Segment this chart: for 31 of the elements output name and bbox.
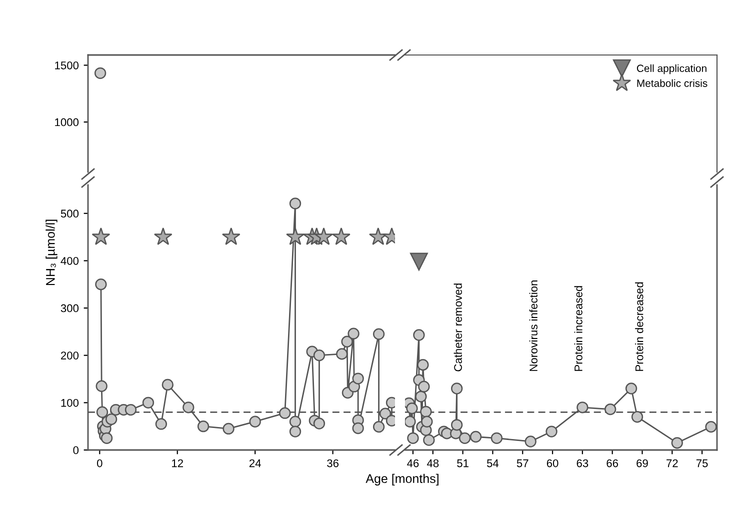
x-tick-label: 63	[576, 459, 588, 468]
x-tick-label: 48	[426, 459, 439, 468]
x-tick-label: 0	[97, 459, 102, 468]
x-tick-label: 36	[327, 459, 339, 468]
y-tick-label: 1500	[55, 61, 79, 70]
x-tick-label: 24	[249, 459, 261, 468]
y-tick-label: 200	[60, 352, 79, 360]
x-tick-label: 51	[457, 459, 468, 468]
x-tick-label: 57	[516, 459, 528, 468]
x-tick-label: 75	[696, 459, 708, 468]
y-tick-label: 0	[73, 446, 79, 454]
y-tick-label: 300	[60, 304, 79, 312]
y-axis-title: NH₃ [µmol/l]	[46, 220, 58, 286]
annotation: Protein increased	[574, 286, 582, 371]
legend-label: Metabolic crisis	[637, 79, 708, 87]
annotation: Protein decreased	[635, 282, 644, 371]
x-tick-label: 66	[606, 459, 618, 468]
x-tick-label: 60	[546, 459, 558, 468]
annotation: Norovirus infection	[529, 280, 538, 371]
y-tick-label: 100	[61, 398, 79, 407]
y-tick-label: 400	[60, 256, 79, 265]
text: Cell application	[636, 64, 706, 74]
x-tick-label: 46	[407, 459, 419, 468]
x-tick-label: 12	[172, 459, 183, 468]
y-tick-label: 1000	[55, 118, 79, 126]
annotation: Catheter removed	[454, 284, 462, 372]
x-tick-label: 72	[666, 459, 678, 468]
x-axis-title: Age [months]	[366, 474, 438, 486]
x-tick-label: 54	[486, 459, 499, 468]
x-tick-label: 69	[636, 459, 648, 468]
y-tick-label: 500	[60, 210, 79, 218]
